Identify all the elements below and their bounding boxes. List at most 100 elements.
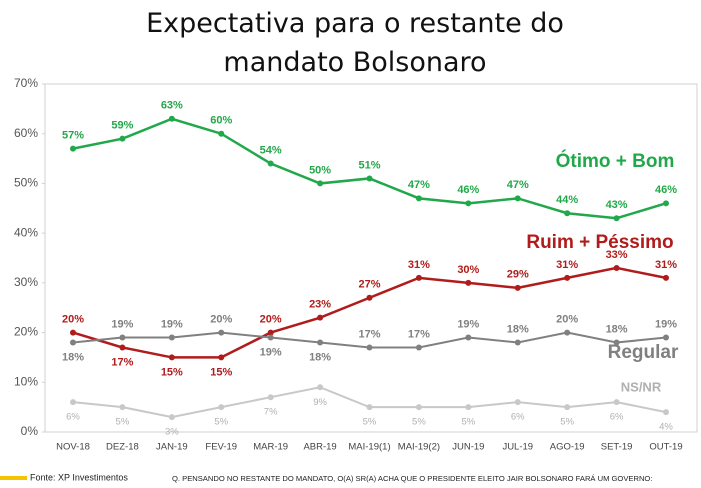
data-label: 27% (358, 279, 380, 291)
point (564, 210, 571, 217)
point (366, 175, 373, 182)
y-tick-label: 30% (14, 275, 38, 289)
data-label: 15% (210, 366, 232, 378)
x-tick-label: MAR-19 (253, 442, 288, 453)
point (267, 329, 274, 336)
data-label: 43% (606, 199, 628, 211)
data-label: 18% (309, 351, 331, 363)
point (70, 339, 76, 346)
series-name: NS/NR (621, 379, 662, 394)
data-label: 17% (408, 328, 430, 340)
data-label: 33% (606, 249, 628, 261)
data-label: 20% (210, 313, 232, 325)
point (366, 344, 373, 351)
point (119, 344, 126, 351)
data-label: 19% (111, 318, 133, 330)
point (218, 329, 225, 336)
point (415, 195, 422, 202)
x-tick-label: DEZ-18 (106, 442, 139, 453)
point (218, 130, 225, 137)
point (119, 334, 126, 341)
data-label: 17% (358, 328, 380, 340)
series-name: Ótimo + Bom (556, 150, 675, 172)
data-label: 6% (66, 412, 80, 423)
point (267, 160, 274, 167)
point (267, 334, 274, 341)
point (415, 344, 422, 351)
x-tick-label: ABR-19 (303, 442, 336, 453)
point (70, 145, 76, 152)
point (663, 334, 669, 341)
point (465, 200, 472, 207)
point (613, 215, 620, 222)
data-label: 9% (313, 397, 327, 408)
data-label: 5% (461, 417, 475, 428)
plot-frame (44, 83, 698, 433)
x-tick-label: FEV-19 (205, 442, 237, 453)
data-label: 20% (260, 313, 282, 325)
data-label: 44% (556, 194, 578, 206)
point (564, 274, 571, 281)
point (70, 329, 76, 336)
point (317, 339, 324, 346)
x-tick-label: NOV-18 (56, 442, 90, 453)
data-label: 18% (507, 323, 529, 335)
y-tick-label: 40% (14, 225, 38, 239)
point (465, 334, 472, 341)
point (663, 409, 669, 416)
data-label: 60% (210, 115, 232, 127)
x-tick-label: SET-19 (601, 442, 633, 453)
data-label: 29% (507, 269, 529, 281)
point (514, 399, 521, 406)
point (613, 399, 620, 406)
point (415, 274, 422, 281)
y-tick-label: 20% (14, 325, 38, 339)
point (514, 195, 521, 202)
x-tick-label: MAI-19(2) (398, 442, 440, 453)
y-tick-label: 10% (14, 374, 38, 388)
data-label: 31% (655, 259, 677, 271)
x-tick-label: JUN-19 (452, 442, 484, 453)
y-tick-label: 60% (14, 126, 38, 140)
point (168, 414, 175, 421)
data-label: 46% (457, 184, 479, 196)
point (465, 279, 472, 286)
data-label: 19% (161, 318, 183, 330)
data-label: 51% (358, 159, 380, 171)
data-label: 18% (62, 351, 84, 363)
point (613, 339, 620, 346)
data-label: 17% (111, 356, 133, 368)
series-name: Ruim + Péssimo (526, 232, 673, 253)
point (218, 404, 225, 411)
data-label: 23% (309, 299, 331, 311)
point (415, 404, 422, 411)
point (564, 329, 571, 336)
data-label: 20% (62, 313, 84, 325)
point (168, 354, 175, 361)
point (514, 284, 521, 291)
point (317, 384, 324, 391)
data-label: 3% (165, 427, 179, 438)
point (465, 404, 472, 411)
data-label: 47% (408, 179, 430, 191)
data-label: 18% (606, 323, 628, 335)
point (564, 404, 571, 411)
y-tick-label: 0% (21, 424, 39, 438)
point (168, 334, 175, 341)
data-label: 5% (214, 417, 228, 428)
y-tick-label: 70% (14, 76, 38, 90)
data-label: 6% (610, 412, 624, 423)
data-label: 63% (161, 100, 183, 112)
source-bar (0, 476, 27, 480)
y-tick-label: 50% (14, 176, 38, 190)
chart-title: Expectativa para o restante do mandato B… (146, 8, 564, 78)
data-label: 57% (62, 130, 84, 142)
source: Fonte: XP Investimentos (30, 472, 128, 482)
series-name: Regular (608, 342, 679, 363)
x-tick-label: AGO-19 (550, 442, 585, 453)
data-label: 50% (309, 164, 331, 176)
data-label: 5% (560, 417, 574, 428)
x-tick-label: JAN-19 (156, 442, 188, 453)
